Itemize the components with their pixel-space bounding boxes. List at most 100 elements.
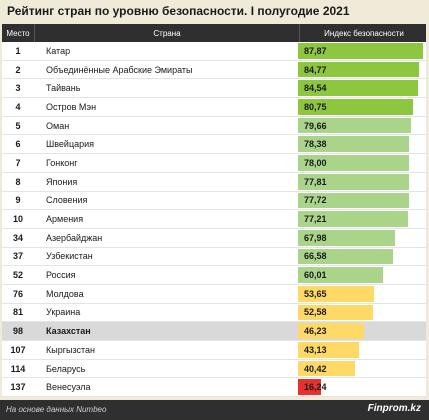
country-cell: Венесуэла — [46, 382, 91, 393]
bar — [298, 173, 409, 190]
bar — [298, 155, 409, 171]
chart-title: Рейтинг стран по уровню безопасности. I … — [7, 4, 350, 18]
header-index: Индекс безопасности — [324, 28, 404, 38]
bar — [298, 267, 383, 283]
table-row: 98 Казахстан 46,23 — [2, 322, 426, 341]
ranking-table: Место Страна Индекс безопасности 1 Катар 8… — [2, 24, 426, 398]
bar-value-label: 46,23 — [304, 326, 327, 337]
bar-value-label: 79,66 — [304, 120, 327, 131]
table-row: 9 Словения 77,72 — [2, 192, 426, 211]
index-cell: 16,24 — [298, 378, 426, 396]
index-cell: 40,42 — [298, 360, 426, 378]
bar — [298, 360, 355, 377]
index-cell: 77,81 — [298, 173, 426, 191]
bar-value-label: 60,01 — [304, 270, 327, 281]
header-country: Страна — [34, 24, 300, 42]
rank-cell: 8 — [15, 176, 21, 187]
rank-cell: 6 — [15, 139, 21, 150]
bar-value-label: 66,58 — [304, 251, 327, 262]
country-cell: Тайвань — [46, 83, 81, 94]
country-cell: Кыргызстан — [46, 344, 95, 355]
header-rank: Место — [6, 28, 30, 38]
bar-value-label: 80,75 — [304, 101, 327, 112]
table-row: 4 Остров Мэн 80,75 — [2, 98, 426, 117]
table-row: 52 Россия 60,01 — [2, 266, 426, 285]
country-cell: Украина — [46, 307, 81, 318]
rank-cell: 107 — [10, 344, 26, 355]
country-cell: Остров Мэн — [46, 101, 97, 112]
bar — [298, 211, 408, 227]
country-cell: Объединённые Арабские Эмираты — [46, 64, 193, 75]
bar-value-label: 77,21 — [304, 214, 327, 225]
bar-value-label: 78,38 — [304, 139, 327, 150]
country-cell: Япония — [46, 176, 78, 187]
rank-cell: 10 — [12, 214, 23, 225]
table-row: 7 Гонконг 78,00 — [2, 154, 426, 173]
index-cell: 77,72 — [298, 192, 426, 210]
bar — [298, 99, 413, 115]
table-row: 137 Венесуэла 16,24 — [2, 378, 426, 398]
bar — [298, 43, 423, 59]
bar — [298, 117, 411, 134]
rank-cell: 81 — [12, 307, 23, 318]
index-cell: 84,54 — [298, 79, 426, 97]
rank-cell: 4 — [15, 101, 21, 112]
rank-cell: 5 — [15, 120, 21, 131]
rank-cell: 114 — [10, 363, 26, 374]
index-cell: 80,75 — [298, 98, 426, 116]
index-cell: 67,98 — [298, 229, 426, 247]
table-row: 114 Беларусь 40,42 — [2, 360, 426, 379]
table-row: 37 Узбекистан 66,58 — [2, 248, 426, 267]
rank-cell: 34 — [12, 232, 23, 243]
country-cell: Молдова — [46, 288, 84, 299]
rank-cell: 37 — [12, 251, 23, 262]
table-row: 3 Тайвань 84,54 — [2, 79, 426, 99]
table-row: 6 Швейцария 78,38 — [2, 135, 426, 155]
rank-cell: 3 — [15, 83, 21, 94]
bar — [298, 342, 359, 358]
country-cell: Гонконг — [46, 157, 78, 168]
bar-value-label: 77,81 — [304, 176, 327, 187]
bar — [298, 192, 409, 209]
index-cell: 79,66 — [298, 117, 426, 135]
table-row: 76 Молдова 53,65 — [2, 285, 426, 304]
rank-cell: 1 — [15, 45, 21, 56]
country-cell: Армения — [46, 214, 84, 225]
rank-cell: 9 — [15, 195, 21, 206]
bar — [298, 80, 418, 97]
table-row: 10 Армения 77,21 — [2, 210, 426, 229]
index-cell: 60,01 — [298, 266, 426, 284]
table-body: 1 Катар 87,87 2 Объединённые Арабские Эмират… — [2, 42, 426, 398]
table-row: 1 Катар 87,87 — [2, 42, 426, 61]
rank-cell: 98 — [12, 326, 23, 337]
rank-cell: 52 — [12, 270, 23, 281]
bar — [298, 285, 374, 302]
index-cell: 87,87 — [298, 42, 426, 60]
rank-cell: 2 — [15, 64, 21, 75]
bar-value-label: 78,00 — [304, 157, 327, 168]
index-cell: 78,00 — [298, 154, 426, 172]
bar — [298, 323, 364, 339]
bar — [298, 248, 393, 265]
bar-value-label: 77,72 — [304, 195, 327, 206]
table-row: 2 Объединённые Арабские Эмираты 84,77 — [2, 61, 426, 80]
bar-value-label: 43,13 — [304, 344, 327, 355]
country-cell: Казахстан — [46, 326, 91, 337]
rank-cell: 7 — [15, 157, 21, 168]
table-header: Место Страна Индекс безопасности — [2, 24, 426, 42]
bar — [298, 61, 419, 78]
bar-value-label: 53,65 — [304, 288, 327, 299]
brand-logo: Finprom.kz — [367, 403, 421, 414]
table-row: 81 Украина 52,58 — [2, 304, 426, 323]
index-cell: 84,77 — [298, 61, 426, 79]
bar — [298, 136, 409, 153]
rank-cell: 76 — [12, 288, 23, 299]
country-cell: Беларусь — [46, 363, 86, 374]
country-cell: Узбекистан — [46, 251, 93, 262]
rank-cell: 137 — [10, 382, 26, 393]
index-cell: 46,23 — [298, 322, 426, 340]
country-cell: Оман — [46, 120, 70, 131]
index-cell: 53,65 — [298, 285, 426, 303]
country-cell: Россия — [46, 270, 76, 281]
bar-value-label: 52,58 — [304, 307, 327, 318]
